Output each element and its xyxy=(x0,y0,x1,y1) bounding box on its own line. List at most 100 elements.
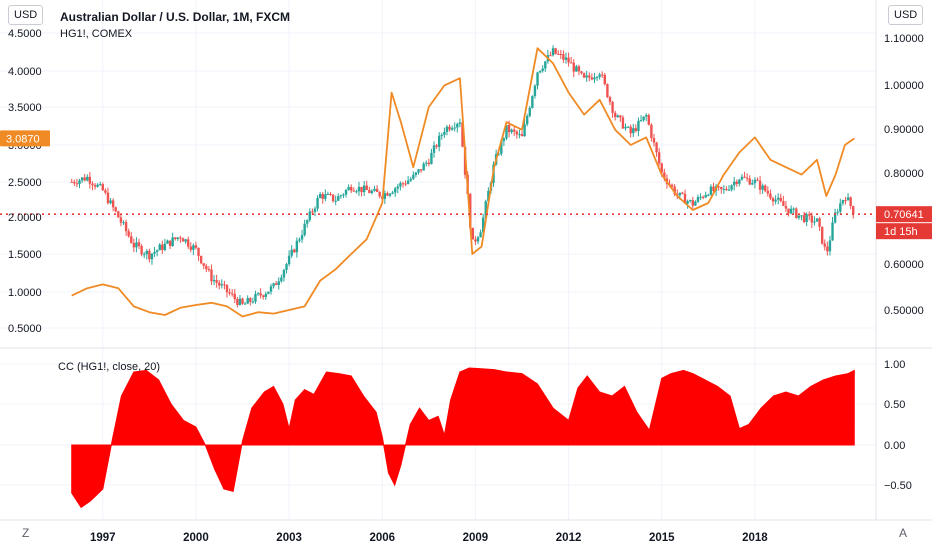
candle-body xyxy=(73,181,76,184)
auto-scale-button[interactable]: A xyxy=(899,526,908,540)
candle-body xyxy=(751,183,754,185)
copper-line xyxy=(71,47,855,318)
candle-body xyxy=(179,237,182,239)
candle-body xyxy=(194,245,198,248)
candle-body xyxy=(298,239,301,241)
candle-body xyxy=(236,299,239,305)
candle-body xyxy=(145,250,148,255)
candle-body xyxy=(505,125,508,139)
candle-body xyxy=(528,107,531,117)
candle-body xyxy=(352,190,355,192)
candle-body xyxy=(456,123,459,128)
candle-body xyxy=(414,172,418,175)
candle-body xyxy=(161,244,164,251)
right-unit-badge[interactable]: USD xyxy=(888,5,924,25)
candle-body xyxy=(306,220,309,224)
candle-body xyxy=(585,75,588,78)
candle-body xyxy=(331,194,335,201)
candle-body xyxy=(732,181,736,186)
candle-body xyxy=(730,185,733,190)
candle-body xyxy=(174,237,177,239)
candle-body xyxy=(347,186,350,190)
candle-body xyxy=(339,195,343,197)
candle-body xyxy=(805,214,808,223)
candle-body xyxy=(166,240,169,244)
correlation-area xyxy=(71,367,855,509)
candle-body xyxy=(199,255,203,264)
candle-body xyxy=(300,235,304,240)
candle-body xyxy=(738,179,741,184)
candle-body xyxy=(502,138,506,142)
candle-body xyxy=(652,138,656,143)
candle-body xyxy=(124,222,128,232)
candle-body xyxy=(686,201,689,204)
candle-body xyxy=(582,73,586,78)
candle-body xyxy=(78,180,81,185)
candle-body xyxy=(130,236,133,243)
candle-body xyxy=(184,239,187,242)
candle-body xyxy=(375,188,379,192)
candle-body xyxy=(337,196,340,201)
candle-body xyxy=(673,186,676,195)
candle-body xyxy=(624,126,627,129)
candle-body xyxy=(779,197,782,202)
candle-body xyxy=(637,120,640,132)
candle-body xyxy=(557,53,560,55)
candle-body xyxy=(756,179,759,181)
candle-body xyxy=(792,208,795,210)
candle-body xyxy=(487,190,490,202)
candle-body xyxy=(458,122,462,124)
candle-body xyxy=(432,145,436,153)
candle-body xyxy=(839,203,842,212)
candle-body xyxy=(474,239,477,242)
candle-body xyxy=(70,181,73,183)
candle-body xyxy=(559,53,563,55)
candle-body xyxy=(774,199,777,202)
candle-body xyxy=(748,178,751,185)
candle-body xyxy=(769,193,772,199)
candle-body xyxy=(712,186,715,191)
candle-body xyxy=(629,126,632,134)
candle-body xyxy=(106,192,110,204)
candle-body xyxy=(683,193,687,204)
right-axis-tick: 0.90000 xyxy=(884,124,924,136)
candle-body xyxy=(481,217,485,233)
candle-body xyxy=(259,293,262,296)
candle-body xyxy=(99,184,102,186)
candle-body xyxy=(776,197,780,200)
candle-body xyxy=(142,254,146,256)
candle-body xyxy=(437,135,441,147)
candle-body xyxy=(598,74,601,78)
candle-body xyxy=(823,243,826,247)
candle-body xyxy=(725,189,728,191)
candle-body xyxy=(689,200,692,202)
candle-body xyxy=(797,215,801,218)
candle-body xyxy=(148,250,151,260)
time-axis-tick: 2015 xyxy=(649,532,675,544)
candle-body xyxy=(564,57,568,60)
candle-body xyxy=(355,191,358,193)
candle-body xyxy=(290,249,293,256)
candle-body xyxy=(218,282,221,286)
left-axis-tick: 4.0000 xyxy=(8,66,42,78)
candle-body xyxy=(745,177,749,179)
candle-body xyxy=(135,242,138,248)
indicator-label: CC (HG1!, close, 20) xyxy=(58,361,160,373)
candle-body xyxy=(101,184,104,191)
time-axis-tick: 2012 xyxy=(556,532,582,544)
candle-body xyxy=(461,122,464,147)
candle-body xyxy=(93,185,97,187)
candle-body xyxy=(262,295,265,297)
candle-body xyxy=(720,186,723,190)
candle-body xyxy=(787,208,790,214)
candle-body xyxy=(771,198,775,202)
time-axis-tick: 2018 xyxy=(742,532,768,544)
candle-body xyxy=(655,142,658,153)
zoom-button[interactable]: Z xyxy=(22,526,30,540)
left-unit-badge[interactable]: USD xyxy=(8,5,44,25)
candle-body xyxy=(409,178,412,181)
candle-body xyxy=(417,169,420,173)
candle-body xyxy=(523,124,526,137)
candle-body xyxy=(500,141,503,154)
candle-body xyxy=(207,269,211,271)
